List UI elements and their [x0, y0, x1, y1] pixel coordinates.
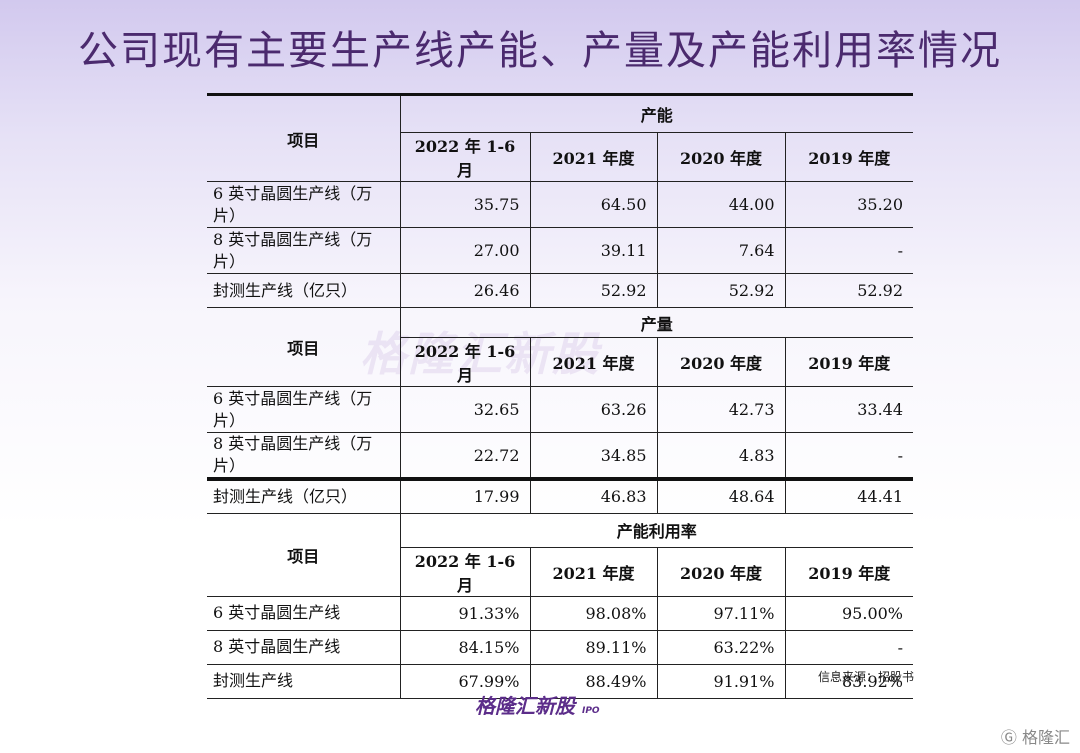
row-value: - [784, 227, 914, 274]
row-value: 17.99 [399, 479, 530, 514]
period-header-row: 2022 年 1-6 月 2021 年度 2020 年度 2019 年度 [207, 337, 914, 387]
row-item-label: 6 英寸晶圆生产线（万片） [207, 386, 400, 433]
row-value: 44.00 [656, 181, 785, 228]
section-header-row: 项目 产量 [207, 307, 914, 387]
row-value: 63.22% [656, 630, 785, 665]
row-value: 52.92 [784, 273, 914, 308]
row-item-label: 6 英寸晶圆生产线（万片） [207, 181, 400, 228]
row-value: 4.83 [656, 432, 785, 481]
brand-logo-sub: IPO [581, 706, 600, 716]
row-value: 42.73 [656, 386, 785, 433]
table-row: 8 英寸晶圆生产线（万片） 27.00 39.11 7.64- [207, 227, 914, 274]
row-value: 35.20 [784, 181, 914, 228]
section-header-row: 项目 产能 [207, 93, 914, 182]
capacity-table-body: 项目 产能 2022 年 1-6 月 2021 年度 2020 年度 2019 年度 6 英… [207, 93, 914, 699]
row-value: 97.11% [656, 596, 785, 631]
period-header: 2022 年 1-6 月 [399, 132, 530, 182]
table-row: 8 英寸晶圆生产线（万片） 22.72 34.85 4.83- [207, 432, 914, 481]
capacity-table-container: 项目 产能 2022 年 1-6 月 2021 年度 2020 年度 2019 年度 6 英… [207, 93, 914, 699]
page-title: 公司现有主要生产线产能、产量及产能利用率情况 [78, 28, 1002, 74]
row-value: 34.85 [529, 432, 657, 481]
period-header-row: 2022 年 1-6 月 2021 年度 2020 年度 2019 年度 [207, 132, 914, 182]
row-value: 63.26 [529, 386, 657, 433]
row-value: 83.92% [784, 664, 914, 699]
row-value: 27.00 [399, 227, 530, 274]
row-value: 95.00% [784, 596, 914, 631]
row-value: 39.11 [529, 227, 657, 274]
row-value: 89.11% [529, 630, 657, 665]
section-title: 产量 [399, 307, 914, 338]
section-title: 产能 [399, 93, 914, 133]
row-value: 7.64 [656, 227, 785, 274]
table-row: 封测生产线（亿只） 26.46 52.92 52.92 52.92 [207, 273, 914, 308]
row-item-label: 8 英寸晶圆生产线（万片） [207, 432, 400, 481]
period-header-row: 2022 年 1-6 月 2021 年度 2020 年度 2019 年度 [207, 547, 914, 597]
row-item-label: 8 英寸晶圆生产线（万片） [207, 227, 400, 274]
period-header: 2020 年度 [656, 132, 785, 182]
period-header: 2022 年 1-6 月 [399, 547, 530, 597]
row-value: 22.72 [399, 432, 530, 481]
brand-logo-text: 格隆汇新股 [475, 694, 575, 718]
row-value: - [784, 432, 914, 481]
corner-logo-text: 格隆汇 [1021, 728, 1070, 747]
row-value: 67.99% [399, 664, 530, 699]
source-note: 信息来源：招股书 [817, 670, 914, 684]
table-row: 封测生产线（亿只） 17.99 46.83 48.64 44.41 [207, 479, 914, 514]
table-row: 6 英寸晶圆生产线（万片） 32.65 63.26 42.73 33.44 [207, 386, 914, 433]
section-title: 产能利用率 [399, 513, 914, 548]
brand-logo: 格隆汇新股 IPO [475, 690, 600, 719]
period-header: 2019 年度 [784, 337, 914, 387]
row-value: 46.83 [529, 479, 657, 514]
row-value: 48.64 [656, 479, 785, 514]
period-header: 2020 年度 [656, 337, 785, 387]
row-value: 52.92 [529, 273, 657, 308]
table-row: 6 英寸晶圆生产线（万片） 35.75 64.50 44.00 35.20 [207, 181, 914, 228]
row-item-label: 6 英寸晶圆生产线 [207, 596, 400, 631]
row-item-label: 封测生产线（亿只） [207, 273, 400, 308]
period-header: 2019 年度 [784, 132, 914, 182]
row-value: 91.33% [399, 596, 530, 631]
period-header: 2019 年度 [784, 547, 914, 597]
row-value: 26.46 [399, 273, 530, 308]
row-value: 32.65 [399, 386, 530, 433]
item-header: 项目 [207, 93, 400, 182]
period-header: 2022 年 1-6 月 [399, 337, 530, 387]
table-row: 8 英寸晶圆生产线 84.15% 89.11% 63.22% - [207, 630, 914, 665]
corner-logo: Ⓖ 格隆汇 [1001, 724, 1070, 748]
row-item-label: 8 英寸晶圆生产线 [207, 630, 400, 665]
row-value: 35.75 [399, 181, 530, 228]
period-header: 2020 年度 [656, 547, 785, 597]
row-value: 84.15% [399, 630, 530, 665]
capacity-table: 项目 产能 2022 年 1-6 月 2021 年度 2020 年度 2019 年度 6 英… [207, 93, 914, 699]
row-item-label: 封测生产线 [207, 664, 400, 699]
period-header: 2021 年度 [529, 132, 657, 182]
row-value: 91.91% [656, 664, 785, 699]
period-header: 2021 年度 [529, 547, 657, 597]
row-value: - [784, 630, 914, 665]
row-value: 98.08% [529, 596, 657, 631]
row-item-label: 封测生产线（亿只） [207, 479, 400, 514]
item-header: 项目 [207, 307, 400, 387]
row-value: 88.49% [529, 664, 657, 699]
row-value: 33.44 [784, 386, 914, 433]
section-header-row: 项目 产能利用率 [207, 513, 914, 597]
period-header: 2021 年度 [529, 337, 657, 387]
corner-logo-icon: Ⓖ [1000, 728, 1017, 747]
row-value: 44.41 [784, 479, 914, 514]
row-value: 64.50 [529, 181, 657, 228]
table-row: 6 英寸晶圆生产线 91.33% 98.08% 97.11% 95.00% [207, 596, 914, 631]
item-header: 项目 [207, 513, 400, 597]
row-value: 52.92 [656, 273, 785, 308]
table-row: 封测生产线 67.99% 88.49% 91.91% 83.92% [207, 664, 914, 699]
